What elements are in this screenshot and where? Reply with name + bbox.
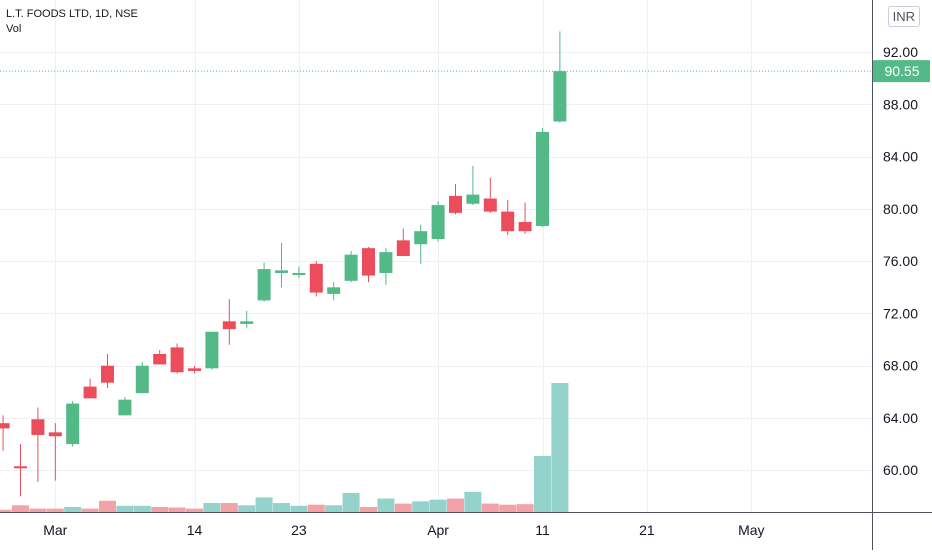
time-tick-label: 14 [187,522,203,538]
candle-body [0,423,10,429]
candle-body [31,419,45,435]
volume-bar [290,505,308,512]
volume-bar [203,503,221,512]
candle-body [396,240,410,256]
candle-body [48,432,62,437]
candle-body [135,365,149,394]
volume-bar [342,492,360,512]
price-tick-label: 72.00 [883,305,918,321]
candle-body [536,131,549,226]
candle-body [66,403,80,445]
price-tick-label: 92.00 [883,44,918,60]
candle-body [275,270,288,273]
candle-body [518,222,532,232]
candle-body [205,331,219,369]
volume-bar [99,500,116,512]
time-tick-label: Apr [427,522,449,538]
candle-body [292,272,306,275]
price-tick-label: 80.00 [883,201,918,217]
candle-body [414,231,428,245]
volume-bar [429,499,447,512]
volume-bars [0,383,569,512]
price-tick-label: 88.00 [883,96,918,112]
candle-body [14,466,27,469]
volume-bar [46,508,64,512]
volume-bar [0,509,12,512]
volume-bar [534,455,551,512]
time-tick-label: Mar [43,522,67,538]
last-price-badge [873,60,930,83]
volume-bar [255,497,273,512]
volume-bar [186,508,203,512]
volume-bar [220,503,238,512]
candle-body [553,71,567,122]
volume-bar [133,505,151,512]
volume-bar [360,506,377,512]
volume-bar [12,505,29,512]
price-tick-label: 76.00 [883,253,918,269]
time-tick-label: May [738,522,764,538]
volume-bar [116,505,134,512]
time-tick-label: 21 [639,522,655,538]
candle-body [309,263,323,293]
candlesticks [0,31,567,497]
volume-bar [273,503,290,512]
candle-body [118,399,132,416]
last-price-label: 90.55 [884,63,919,79]
volume-bar [394,503,412,512]
candle-body [188,368,201,371]
volume-bar [551,383,569,512]
volume-bar [464,491,482,512]
candle-body [466,194,480,204]
volume-indicator-label[interactable]: Vol [6,23,22,35]
volume-bar [307,504,325,512]
candle-body [257,269,271,301]
volume-bar [412,501,430,512]
volume-bar [447,498,464,512]
volume-bar [377,498,395,512]
volume-bar [499,504,517,512]
price-tick-label: 60.00 [883,462,918,478]
chart-legend: L.T. FOODS LTD, 1D, NSE Vol [6,7,138,37]
symbol-title[interactable]: L.T. FOODS LTD, 1D, NSE [6,8,138,20]
price-tick-label: 84.00 [883,149,918,165]
candle-body [501,211,515,232]
volume-bar [81,508,99,512]
grid-lines [0,0,872,512]
candle-body [240,321,254,324]
volume-bar [238,505,256,512]
candle-body [101,365,114,383]
volume-bar [168,507,186,512]
currency-button[interactable]: INR [887,6,920,27]
candle-body [379,252,393,273]
volume-bar [325,505,343,512]
candle-body [327,287,341,294]
time-tick-label: 23 [291,522,307,538]
volume-bar [481,503,499,512]
candle-body [83,386,97,399]
candle-body [153,353,167,365]
volume-bar [29,508,47,512]
candle-body [483,198,497,212]
volume-bar [64,506,82,512]
time-tick-label: 11 [535,522,550,538]
candle-body [362,248,375,276]
candle-body [222,321,236,330]
price-tick-label: 64.00 [883,410,918,426]
price-tick-label: 68.00 [883,358,918,374]
volume-bar [151,506,169,512]
volume-bar [516,504,534,512]
candle-body [344,254,358,281]
candle-body [170,347,184,373]
candle-body [431,205,445,240]
candle-body [449,195,462,213]
